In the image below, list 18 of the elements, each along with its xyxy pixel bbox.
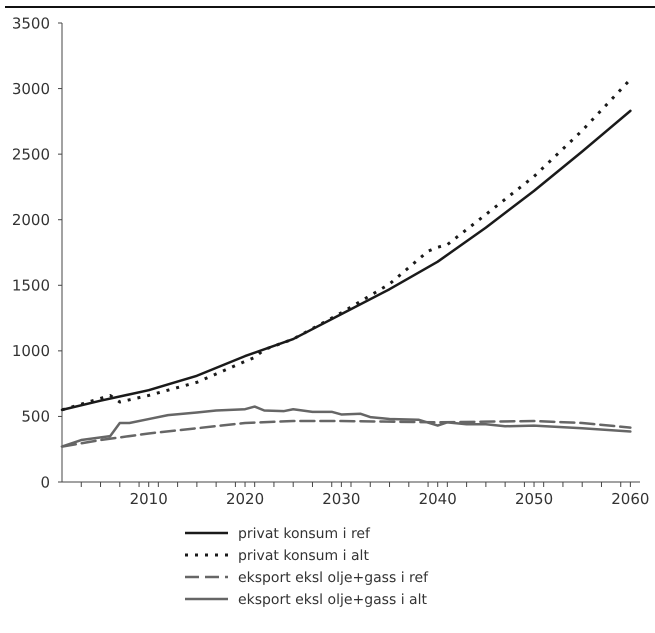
y-tick-label: 1500 xyxy=(12,276,50,295)
y-tick-label: 500 xyxy=(21,408,50,426)
x-tick-label: 2010 xyxy=(130,490,168,508)
x-tick-label: 2050 xyxy=(514,490,554,508)
x-tick-label: 2030 xyxy=(322,490,360,508)
y-tick-label: 1000 xyxy=(12,342,50,360)
y-tick-label: 3500 xyxy=(12,14,50,32)
x-tick-label: 2020 xyxy=(226,490,264,508)
legend-label: eksport eksl olje+gass i ref xyxy=(238,570,430,586)
y-tick-label: 2500 xyxy=(12,145,50,164)
y-tick-label: 0 xyxy=(40,473,50,492)
legend-label: eksport eksl olje+gass i alt xyxy=(238,592,428,608)
y-tick-label: 2000 xyxy=(12,210,50,229)
legend-label: privat konsum i alt xyxy=(238,548,370,564)
y-tick-label: 3000 xyxy=(12,80,50,98)
x-tick-label: 2040 xyxy=(418,490,457,508)
legend-label: privat konsum i ref xyxy=(238,526,372,542)
x-tick-label: 2060 xyxy=(611,490,650,508)
